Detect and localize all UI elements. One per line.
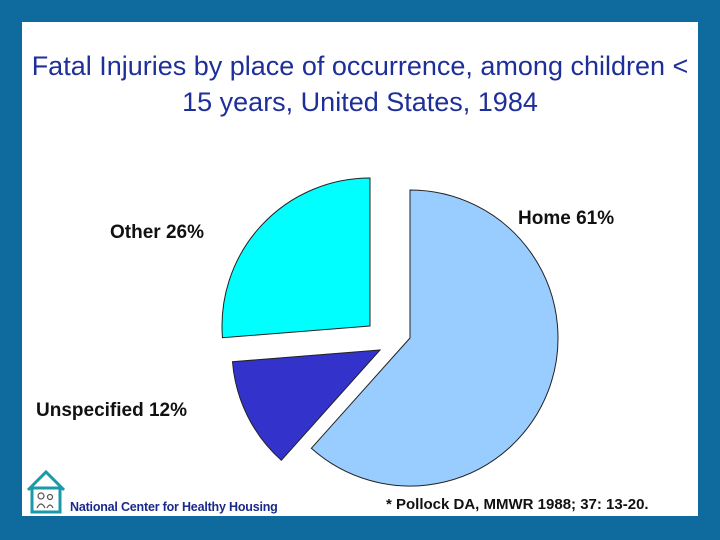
slide-border-top [0,0,720,22]
slide-border-left [0,0,22,540]
organization-name: National Center for Healthy Housing [70,500,278,514]
pie-slice-home [310,189,559,487]
slide-border-bottom [0,516,720,540]
slice-label-home: Home 61% [518,208,614,229]
citation: * Pollock DA, MMWR 1988; 37: 13-20. [386,496,649,513]
organization-logo [26,469,66,514]
slice-label-other: Other 26% [110,222,204,243]
slice-label-unspecified: Unspecified 12% [36,400,187,421]
pie-slice-unspecified [231,349,382,462]
chart-title: Fatal Injuries by place of occurrence, a… [31,51,689,117]
pie-slice-other [221,177,371,339]
slide-border-right [698,0,720,540]
house-family-icon [26,469,66,514]
